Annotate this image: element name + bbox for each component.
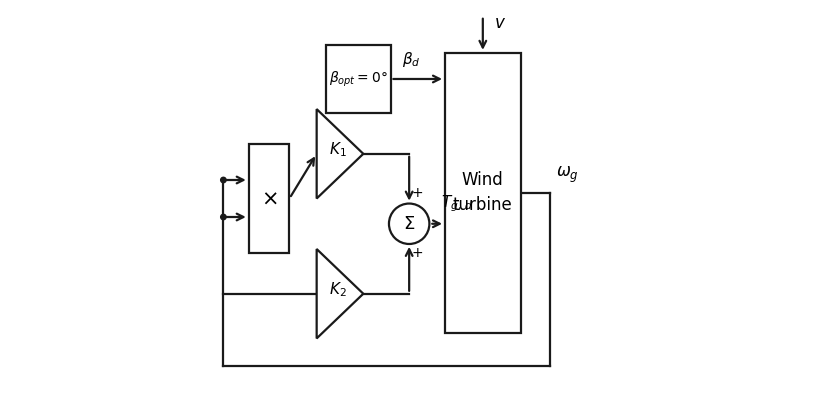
Text: Wind
turbine: Wind turbine: [453, 171, 512, 214]
Text: +: +: [412, 246, 424, 260]
Text: $\omega_g$: $\omega_g$: [556, 165, 579, 185]
Bar: [445, 53, 521, 333]
Text: $K_1$: $K_1$: [329, 141, 347, 159]
Text: $v$: $v$: [494, 14, 506, 32]
Text: $K_2$: $K_2$: [329, 281, 347, 299]
Bar: [326, 45, 391, 113]
Circle shape: [220, 214, 226, 220]
Text: $\beta_{opt}=0°$: $\beta_{opt}=0°$: [329, 69, 388, 89]
Bar: [249, 144, 290, 253]
Polygon shape: [317, 249, 363, 338]
Text: $\beta_d$: $\beta_d$: [402, 50, 421, 69]
Text: $T_{g,\,d}$: $T_{g,\,d}$: [441, 193, 473, 214]
Circle shape: [220, 177, 226, 183]
Text: $\Sigma$: $\Sigma$: [403, 215, 415, 233]
Text: $\times$: $\times$: [261, 189, 277, 208]
Polygon shape: [317, 109, 363, 198]
Circle shape: [389, 204, 429, 244]
Text: +: +: [412, 186, 424, 200]
